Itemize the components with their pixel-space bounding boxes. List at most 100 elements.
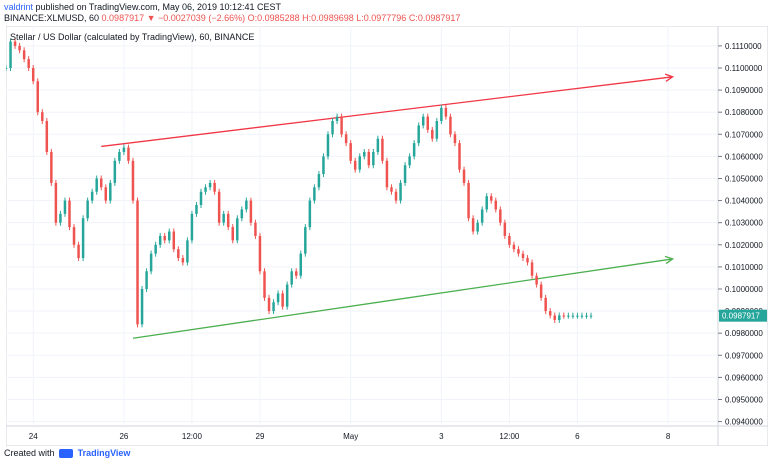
candle-body [399,182,402,201]
footer-brand[interactable]: TradingView [77,448,131,458]
time-axis[interactable]: 24 26 12:00 29 May 3 12:00 6 8 [29,432,671,441]
trendlines [101,73,675,339]
candle-body [421,116,425,126]
candle-body [548,311,552,316]
price-axis[interactable]: 0.1110000 0.1100000 0.1090000 0.1080000 0.10… [718,42,767,427]
candle-body [335,116,339,122]
price-tick-label: 0.1030000 [725,219,763,228]
ohlc-info: BINANCE:XLMUSD, 60 0.0987917 ▼ −0.002703… [4,13,460,23]
candle-body [408,156,411,166]
candle-body [36,81,39,113]
candle-body [213,182,216,192]
candle-body [381,138,384,161]
candle-body [222,213,225,223]
candle-body [158,235,162,245]
candle-body [567,315,570,317]
price-chart[interactable]: 0.1110000 0.1100000 0.1090000 0.1080000 0.10… [4,25,768,447]
candle-body [90,191,94,201]
candle-body [109,182,112,201]
legend-title: Stellar / US Dollar (calculated by Tradi… [10,32,254,42]
candle-body [440,107,443,122]
chart-border [5,25,768,447]
candle-body [403,165,407,183]
candle-body [326,134,330,157]
publish-info: valdrint published on TradingView.com, M… [4,2,281,12]
candle-body [317,174,321,188]
candle-body [499,209,502,223]
price-tick-label: 0.1000000 [725,285,763,294]
candle-body [149,253,153,272]
candle-body [458,143,461,170]
candle-body [503,222,507,236]
last-price: 0.0987917 [101,13,145,23]
candle-body [313,187,316,201]
candle-body [353,160,357,170]
candle-body [258,235,262,272]
candle-body [154,244,157,254]
candle-body [390,187,393,192]
candle-body [59,213,62,223]
published-text: published on TradingView.com, May 06, 20… [35,2,282,12]
candle-body [95,178,98,192]
candle-body [18,45,21,51]
candle-body [140,288,144,325]
footer: Created with TradingView [4,448,131,459]
candle-body [236,218,239,241]
author-link[interactable]: valdrint [4,2,34,12]
price-tick-label: 0.1050000 [725,174,763,183]
price-tick-label: 0.0940000 [725,418,763,427]
candle-body [99,178,103,188]
time-tick-label: 24 [29,432,38,441]
candle-body [190,213,194,241]
candle-body [45,121,49,152]
chart-panel[interactable]: 0.1110000 0.1100000 0.1090000 0.1080000 0.10… [4,25,768,447]
candle-body [226,213,230,228]
candle-body [9,41,12,68]
red-trendline[interactable] [101,76,673,148]
candle-body [304,227,307,254]
time-tick-label: 6 [575,432,580,441]
candle-body [195,205,198,214]
candle-body [168,231,171,241]
candle-body [544,297,547,312]
candle-body [177,249,180,259]
candle-body [508,235,511,245]
candle-body [562,315,566,317]
time-tick-label: 26 [119,432,128,441]
candle-body [245,200,248,210]
candle-body [68,200,71,228]
candle-body [349,143,352,161]
candle-body [358,156,361,170]
candle-body [521,253,525,259]
candle-body [31,67,35,82]
candle-body [585,315,588,317]
candle-body [367,151,371,166]
candle-body [294,271,298,276]
candle-body [104,187,108,201]
price-tick-label: 0.1100000 [725,64,763,73]
candle-body [208,182,212,188]
time-tick-label: 12:00 [182,432,203,441]
candle-body [199,191,203,206]
candle-body [272,302,275,312]
candle-body [490,196,493,201]
candle-body [217,191,221,223]
candle-body [50,151,53,183]
candle-body [462,169,466,183]
candle-body [576,315,579,317]
candle-body [322,156,325,175]
open-value: O:0.0985288 [247,13,300,23]
green-trendline[interactable] [132,258,673,339]
candle-body [290,271,293,285]
candle-body [131,160,135,201]
candle-body [113,160,117,183]
price-tick-label: 0.1080000 [725,108,763,117]
candle-body [249,200,253,223]
current-price-tag [719,309,767,322]
candle-body [535,275,538,285]
candle-body [539,284,543,298]
footer-prefix: Created with [4,448,55,458]
green-trendline-arrow [664,255,675,265]
candle-body [385,160,389,188]
price-tick-label: 0.1020000 [725,241,763,250]
